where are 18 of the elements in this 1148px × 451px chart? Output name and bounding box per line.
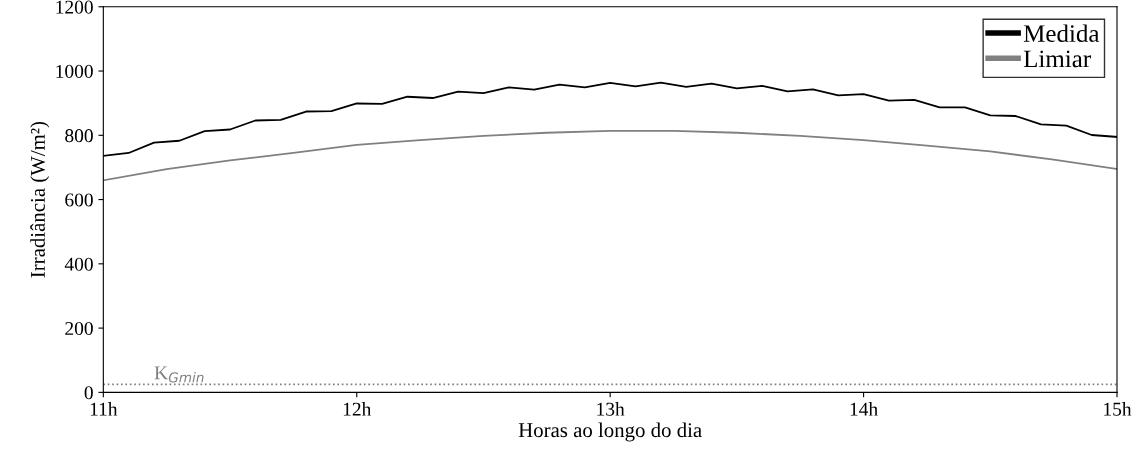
x-tick-label: 13h (597, 402, 625, 416)
x-tick-label: 14h (850, 402, 878, 416)
y-axis-title: Irradiância (W/m²) (30, 121, 50, 278)
x-tick-label: 15h (1104, 402, 1132, 416)
y-tick-label: 1000 (56, 64, 93, 78)
line-series (103, 129, 1117, 182)
ref-line-label: K$_{Gmin}$ (154, 366, 204, 383)
legend-label: Limiar (1023, 50, 1091, 68)
y-tick-label: 400 (64, 257, 93, 271)
x-axis-title: Horas ao longo do dia (518, 422, 702, 442)
x-tick-label: 11h (90, 402, 118, 416)
legend-label: Medida (1023, 24, 1100, 43)
x-tick-label: 12h (343, 402, 372, 416)
y-tick-label: 600 (65, 193, 93, 207)
y-tick-label: 1200 (56, 0, 93, 14)
y-tick-label: 0 (84, 386, 93, 400)
y-tick-label: 200 (65, 321, 93, 336)
y-tick-label: 800 (65, 129, 93, 143)
